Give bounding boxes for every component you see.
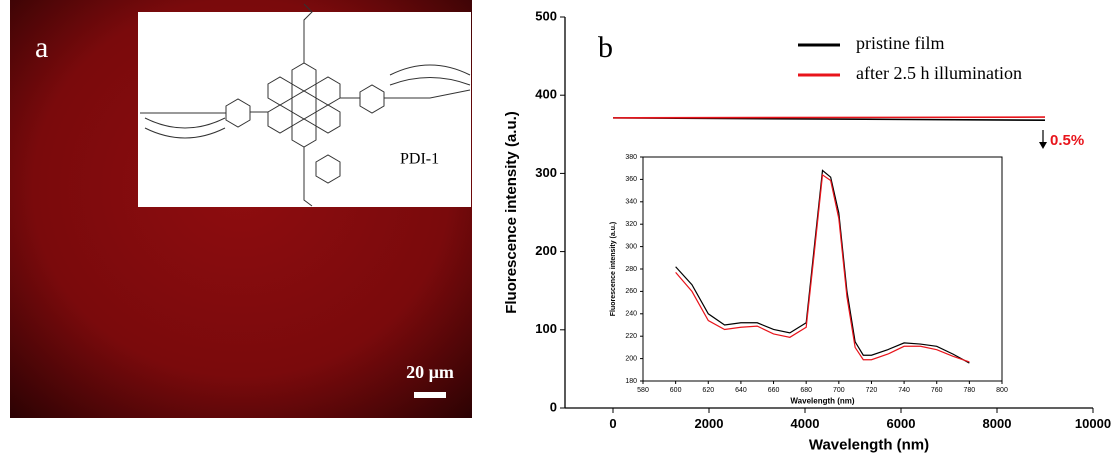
y-axis-title: Fluorescence intensity (a.u.) bbox=[503, 111, 520, 314]
x-tick-label: 580 bbox=[637, 387, 649, 394]
x-tick-label: 740 bbox=[898, 387, 910, 394]
annotation: 0.5% bbox=[1050, 132, 1084, 149]
y-tick-label: 240 bbox=[625, 311, 637, 318]
scale-bar bbox=[414, 392, 446, 398]
x-tick-label: 8000 bbox=[983, 416, 1012, 431]
y-tick-label: 300 bbox=[535, 165, 557, 180]
series-line bbox=[675, 173, 970, 363]
y-tick-label: 340 bbox=[625, 199, 637, 206]
y-tick-label: 220 bbox=[625, 333, 637, 340]
y-tick-label: 300 bbox=[625, 243, 637, 250]
x-tick-label: 660 bbox=[768, 387, 780, 394]
x-axis-title: Wavelength (nm) bbox=[790, 396, 854, 405]
compound-label: PDI-1 bbox=[400, 151, 439, 168]
y-tick-label: 200 bbox=[625, 355, 637, 362]
x-tick-label: 2000 bbox=[695, 416, 724, 431]
x-tick-label: 640 bbox=[735, 387, 747, 394]
y-tick-label: 100 bbox=[535, 321, 557, 336]
series-line bbox=[675, 169, 970, 364]
series-line bbox=[612, 116, 1046, 119]
molecule bbox=[140, 3, 471, 207]
x-tick-label: 620 bbox=[702, 387, 714, 394]
x-tick-label: 0 bbox=[609, 416, 616, 431]
y-axis-title: Fluorescence intensity (a.u.) bbox=[610, 222, 617, 317]
x-tick-label: 760 bbox=[931, 387, 943, 394]
panel-label: b bbox=[598, 31, 613, 64]
y-tick-label: 380 bbox=[625, 154, 637, 161]
y-tick-label: 260 bbox=[625, 288, 637, 295]
x-tick-label: 600 bbox=[670, 387, 682, 394]
y-tick-label: 180 bbox=[625, 378, 637, 385]
x-tick-label: 6000 bbox=[887, 416, 916, 431]
x-tick-label: 10000 bbox=[1075, 416, 1111, 431]
y-tick-label: 500 bbox=[535, 8, 557, 23]
x-tick-label: 800 bbox=[996, 387, 1008, 394]
plot-frame bbox=[642, 156, 1003, 382]
y-tick-label: 200 bbox=[535, 243, 557, 258]
y-tick-label: 320 bbox=[625, 221, 637, 228]
y-tick-label: 0 bbox=[550, 399, 557, 414]
x-tick-label: 780 bbox=[964, 387, 976, 394]
legend-label: after 2.5 h illumination bbox=[856, 63, 1022, 83]
x-tick-label: 720 bbox=[866, 387, 878, 394]
legend-label: pristine film bbox=[856, 33, 945, 53]
arrow-head bbox=[1039, 142, 1047, 149]
x-axis-title: Wavelength (nm) bbox=[809, 437, 929, 454]
scale-bar-label: 20 µm bbox=[406, 362, 454, 382]
x-tick-label: 4000 bbox=[791, 416, 820, 431]
x-tick-label: 680 bbox=[800, 387, 812, 394]
y-tick-label: 400 bbox=[535, 87, 557, 102]
y-tick-label: 360 bbox=[625, 176, 637, 183]
panel-label: a bbox=[35, 31, 48, 64]
y-tick-label: 280 bbox=[625, 266, 637, 273]
x-tick-label: 700 bbox=[833, 387, 845, 394]
